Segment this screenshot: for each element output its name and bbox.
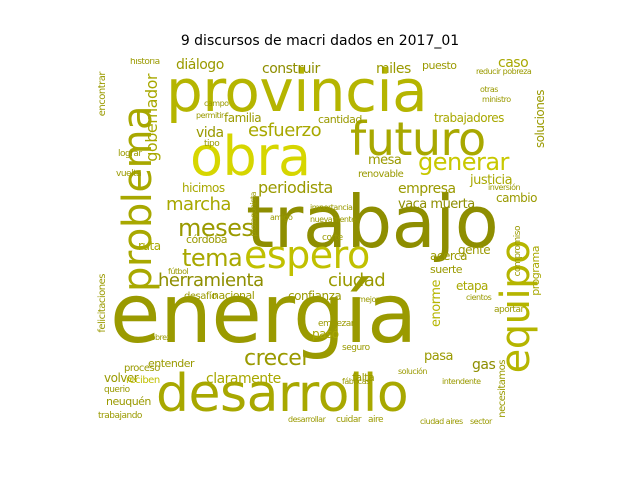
word-tema: tema	[182, 244, 243, 272]
word-permitir: permitir	[196, 111, 224, 120]
word-fabricas: fábricas	[342, 377, 370, 386]
word-futuro: futuro	[350, 112, 486, 166]
word-dialogo: diálogo	[176, 58, 224, 73]
word-energia: energía	[110, 267, 417, 362]
word-puesto: puesto	[422, 59, 457, 72]
word-enorme: enorme	[429, 280, 444, 327]
word-miles: miles	[376, 61, 411, 77]
word-historia: historia	[130, 58, 160, 67]
word-gobernador: gobernador	[142, 74, 161, 162]
word-herramienta: herramienta	[158, 270, 264, 291]
word-compromiso: compromiso	[513, 226, 523, 277]
word-entender: entender	[148, 357, 195, 370]
word-ciudad: ciudad	[328, 270, 386, 291]
word-claramente: claramente	[206, 371, 281, 387]
word-necesitamos: necesitamos	[497, 360, 508, 418]
word-gente: gente	[458, 243, 491, 257]
word-mejorar: mejorar	[358, 295, 386, 304]
word-renovable: renovable	[358, 169, 404, 180]
word-desarrollar: desarrollar	[288, 415, 326, 424]
word-lograr: lograr	[118, 149, 142, 159]
word-protagonista: protagonista	[249, 192, 258, 237]
word-espero: espero	[244, 233, 370, 277]
word-aportar: aportar	[494, 305, 524, 315]
word-neuquen: neuquén	[106, 395, 151, 408]
word-campo: campo	[204, 99, 229, 108]
word-suerte: suerte	[430, 263, 463, 276]
word-ruta: ruta	[138, 239, 161, 253]
word-soluciones: soluciones	[533, 90, 547, 149]
word-encontrar: encontrar	[97, 72, 108, 117]
word-vida: vida	[196, 125, 224, 141]
word-seguro: seguro	[342, 343, 370, 353]
word-querio: querio	[104, 385, 130, 395]
word-importancia: importancia	[310, 203, 353, 212]
word-marcha: marcha	[166, 194, 231, 215]
word-vaca-muerta: vaca muerta	[398, 197, 475, 212]
word-volver: volver	[104, 371, 139, 385]
word-corte: corte	[322, 233, 343, 243]
word-vuelta: vuelta	[116, 169, 142, 179]
chart-title: 9 discursos de macri dados en 2017_01	[180, 33, 460, 49]
word-trabajo: trabajo	[246, 180, 499, 264]
word-proceso: proceso	[124, 363, 160, 374]
word-inversion: inversión	[488, 183, 521, 192]
word-gas: gas	[472, 357, 496, 373]
word-nuevamente: nuevamente	[310, 215, 356, 224]
word-trabajadores: trabajadores	[434, 111, 504, 125]
word-intendente: intendente	[442, 377, 481, 386]
word-amigo: amigo	[270, 213, 293, 222]
word-reducir-pobreza: reducir pobreza	[476, 67, 532, 76]
word-futbol: fútbol	[168, 267, 189, 276]
word-cloud: energía trabajo provincia obra desarroll…	[96, 58, 549, 433]
word-empezar: empezar	[318, 319, 355, 329]
word-cantidad: cantidad	[318, 113, 362, 126]
word-periodista: periodista	[258, 178, 333, 197]
word-provincia: provincia	[166, 58, 428, 125]
word-pobreza: pobreza	[146, 333, 175, 342]
word-cuidar: cuidar	[336, 415, 362, 425]
word-esfuerzo: esfuerzo	[248, 120, 322, 141]
word-desafio: desafío	[184, 291, 217, 302]
word-desarrollo: desarrollo	[156, 364, 409, 424]
word-crecer: crecer	[244, 346, 310, 371]
word-construir: construir	[262, 61, 320, 77]
word-etapa: etapa	[456, 279, 488, 293]
word-cambio: cambio	[496, 191, 537, 205]
word-obra: obra	[190, 125, 311, 188]
word-mesa: mesa	[368, 153, 402, 168]
word-generar: generar	[418, 148, 509, 176]
word-pasa: pasa	[424, 349, 453, 364]
word-falta: falta	[352, 371, 375, 384]
word-meses: meses	[178, 214, 254, 242]
word-paso: pasó	[312, 327, 339, 341]
word-ministro: ministro	[482, 95, 511, 104]
word-acerca: acerca	[430, 249, 467, 263]
word-programa: programa	[529, 246, 542, 296]
word-aire: aire	[368, 415, 384, 425]
word-felicitaciones: felicitaciones	[97, 274, 108, 333]
word-cientos: cientos	[466, 293, 492, 302]
word-ciudad-aires: ciudad aires	[420, 417, 463, 426]
word-confianza: confianza	[288, 289, 342, 303]
word-hicimos: hicimos	[182, 181, 225, 195]
word-cordoba: córdoba	[186, 233, 228, 246]
word-caso: caso	[498, 58, 529, 71]
word-reciben: reciben	[126, 375, 160, 386]
word-tipo: tipo	[204, 139, 220, 149]
word-sector: sector	[470, 417, 492, 426]
word-familia: familia	[224, 111, 262, 125]
word-empresa: empresa	[398, 181, 456, 197]
word-solucion: solución	[398, 367, 427, 376]
word-trabajando: trabajando	[98, 411, 142, 421]
word-justicia: justicia	[470, 173, 513, 188]
word-nacional: nacional	[212, 289, 255, 302]
word-otras: otras	[480, 85, 498, 94]
